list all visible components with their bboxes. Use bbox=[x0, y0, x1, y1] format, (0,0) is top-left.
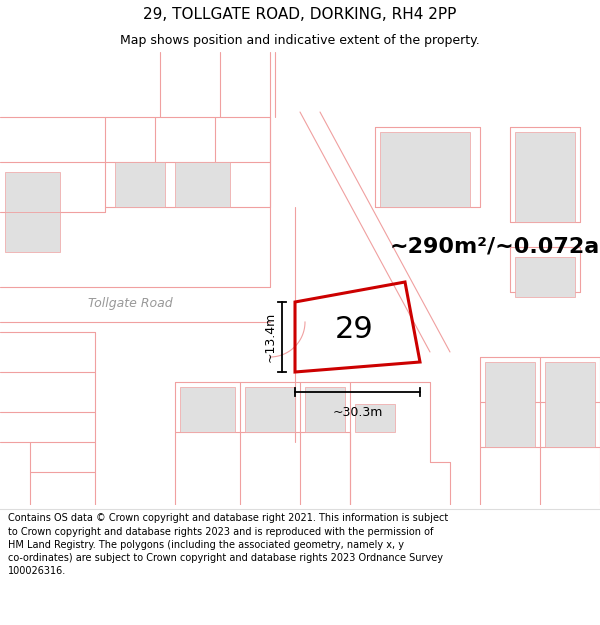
Text: 29: 29 bbox=[334, 315, 373, 344]
Bar bbox=[485, 362, 535, 447]
Bar bbox=[180, 387, 235, 432]
Bar bbox=[380, 132, 470, 207]
Bar bbox=[245, 387, 295, 432]
Bar bbox=[305, 387, 345, 432]
Text: Tollgate Road: Tollgate Road bbox=[88, 298, 172, 311]
Text: ~13.4m: ~13.4m bbox=[263, 312, 277, 362]
Bar bbox=[355, 404, 395, 432]
Text: 29, TOLLGATE ROAD, DORKING, RH4 2PP: 29, TOLLGATE ROAD, DORKING, RH4 2PP bbox=[143, 7, 457, 22]
Bar bbox=[115, 162, 165, 207]
Text: Map shows position and indicative extent of the property.: Map shows position and indicative extent… bbox=[120, 34, 480, 47]
Text: ~30.3m: ~30.3m bbox=[332, 406, 383, 419]
Text: Contains OS data © Crown copyright and database right 2021. This information is : Contains OS data © Crown copyright and d… bbox=[8, 513, 448, 576]
Bar bbox=[515, 257, 575, 297]
Bar bbox=[5, 212, 60, 252]
Text: ~290m²/~0.072ac.: ~290m²/~0.072ac. bbox=[390, 237, 600, 257]
Bar bbox=[545, 362, 595, 447]
Bar bbox=[515, 132, 575, 222]
Bar bbox=[5, 172, 60, 212]
Bar bbox=[175, 162, 230, 207]
